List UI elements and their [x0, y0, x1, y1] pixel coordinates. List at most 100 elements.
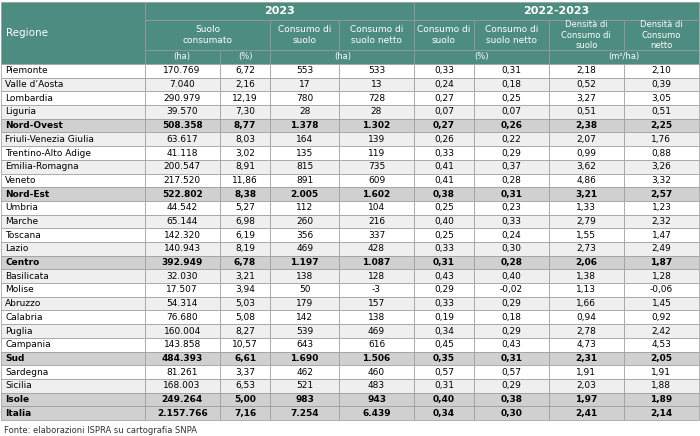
Text: 6,53: 6,53: [235, 381, 255, 390]
Bar: [414, 242, 474, 255]
Bar: [220, 406, 270, 420]
Text: Centro: Centro: [5, 258, 39, 267]
Bar: [474, 215, 549, 228]
Text: 2,18: 2,18: [576, 66, 596, 75]
Bar: [270, 50, 414, 64]
Bar: [1, 310, 145, 324]
Bar: [414, 133, 474, 146]
Bar: [474, 406, 549, 420]
Text: 2023: 2023: [264, 6, 295, 16]
Bar: [1, 64, 145, 78]
Bar: [145, 92, 220, 105]
Bar: [339, 324, 414, 338]
Bar: [474, 20, 549, 50]
Text: 138: 138: [296, 272, 314, 281]
Bar: [549, 297, 624, 310]
Bar: [474, 119, 549, 133]
Text: 2,38: 2,38: [575, 121, 597, 130]
Bar: [474, 255, 549, 269]
Bar: [414, 78, 474, 92]
Bar: [624, 324, 699, 338]
Bar: [414, 324, 474, 338]
Bar: [339, 242, 414, 255]
Bar: [220, 78, 270, 92]
Text: 616: 616: [368, 340, 385, 349]
Bar: [145, 365, 220, 379]
Bar: [270, 215, 339, 228]
Bar: [1, 174, 145, 187]
Bar: [414, 351, 474, 365]
Text: 1.602: 1.602: [363, 190, 391, 198]
Text: 249.264: 249.264: [162, 395, 203, 404]
Text: 2022-2023: 2022-2023: [524, 6, 589, 16]
Bar: [145, 379, 220, 392]
Bar: [414, 119, 474, 133]
Bar: [414, 283, 474, 297]
Bar: [474, 379, 549, 392]
Bar: [474, 228, 549, 242]
Text: Abruzzo: Abruzzo: [5, 299, 41, 308]
Text: 0,24: 0,24: [434, 80, 454, 89]
Bar: [414, 2, 699, 20]
Text: 112: 112: [296, 203, 314, 212]
Text: 1,45: 1,45: [652, 299, 671, 308]
Text: 0,25: 0,25: [434, 231, 454, 240]
Text: 6,78: 6,78: [234, 258, 256, 267]
Bar: [270, 406, 339, 420]
Text: 6,98: 6,98: [235, 217, 255, 226]
Text: 5,08: 5,08: [235, 313, 255, 322]
Bar: [270, 20, 339, 50]
Bar: [624, 20, 699, 50]
Text: 8,38: 8,38: [234, 190, 256, 198]
Bar: [220, 269, 270, 283]
Text: 1,89: 1,89: [650, 395, 673, 404]
Text: 63.617: 63.617: [167, 135, 198, 144]
Text: Umbria: Umbria: [5, 203, 38, 212]
Bar: [624, 133, 699, 146]
Text: 1.302: 1.302: [363, 121, 391, 130]
Text: 76.680: 76.680: [167, 313, 198, 322]
Bar: [414, 105, 474, 119]
Text: 0,31: 0,31: [500, 190, 522, 198]
Bar: [145, 215, 220, 228]
Text: 0,41: 0,41: [434, 162, 454, 171]
Text: 139: 139: [368, 135, 385, 144]
Text: 1,88: 1,88: [652, 381, 671, 390]
Bar: [339, 174, 414, 187]
Text: 0,19: 0,19: [434, 313, 454, 322]
Text: 1.506: 1.506: [363, 354, 391, 363]
Bar: [549, 187, 624, 201]
Text: 780: 780: [296, 94, 314, 103]
Text: Campania: Campania: [5, 340, 50, 349]
Bar: [624, 269, 699, 283]
Bar: [145, 228, 220, 242]
Text: 0,33: 0,33: [434, 244, 454, 253]
Bar: [549, 105, 624, 119]
Text: 143.858: 143.858: [164, 340, 201, 349]
Bar: [270, 255, 339, 269]
Text: 337: 337: [368, 231, 385, 240]
Bar: [270, 105, 339, 119]
Text: 164: 164: [296, 135, 314, 144]
Text: 0,18: 0,18: [501, 313, 522, 322]
Text: 3,05: 3,05: [652, 94, 671, 103]
Text: Liguria: Liguria: [5, 107, 36, 116]
Text: Sicilia: Sicilia: [5, 381, 32, 390]
Bar: [624, 242, 699, 255]
Bar: [1, 92, 145, 105]
Text: 2,03: 2,03: [576, 381, 596, 390]
Text: 1.378: 1.378: [290, 121, 319, 130]
Bar: [624, 92, 699, 105]
Bar: [414, 215, 474, 228]
Bar: [220, 379, 270, 392]
Bar: [414, 64, 474, 78]
Text: 157: 157: [368, 299, 385, 308]
Bar: [220, 338, 270, 351]
Text: 11,86: 11,86: [232, 176, 258, 185]
Bar: [1, 365, 145, 379]
Bar: [549, 351, 624, 365]
Bar: [549, 64, 624, 78]
Bar: [1, 283, 145, 297]
Text: 0,38: 0,38: [500, 395, 522, 404]
Bar: [220, 92, 270, 105]
